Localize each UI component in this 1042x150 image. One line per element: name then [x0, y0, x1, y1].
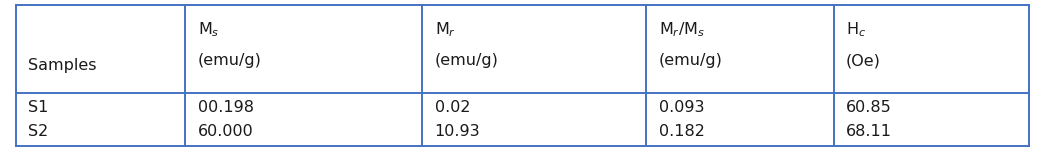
Text: S1: S1	[28, 100, 49, 115]
Text: 00.198: 00.198	[198, 100, 254, 115]
Text: 60.85: 60.85	[846, 100, 892, 115]
Text: (emu/g): (emu/g)	[659, 53, 722, 68]
Text: M$_r$/M$_s$: M$_r$/M$_s$	[659, 20, 704, 39]
Text: (Oe): (Oe)	[846, 53, 880, 68]
Text: M$_s$: M$_s$	[198, 20, 220, 39]
Text: 68.11: 68.11	[846, 124, 892, 139]
Text: M$_r$: M$_r$	[435, 20, 455, 39]
Text: S2: S2	[28, 124, 48, 139]
Text: 10.93: 10.93	[435, 124, 480, 139]
Text: 0.02: 0.02	[435, 100, 470, 115]
Text: Samples: Samples	[28, 58, 97, 73]
Text: H$_c$: H$_c$	[846, 20, 866, 39]
Text: (emu/g): (emu/g)	[198, 53, 262, 68]
Text: 0.182: 0.182	[659, 124, 704, 139]
Text: 0.093: 0.093	[659, 100, 704, 115]
Text: 60.000: 60.000	[198, 124, 254, 139]
Text: (emu/g): (emu/g)	[435, 53, 498, 68]
